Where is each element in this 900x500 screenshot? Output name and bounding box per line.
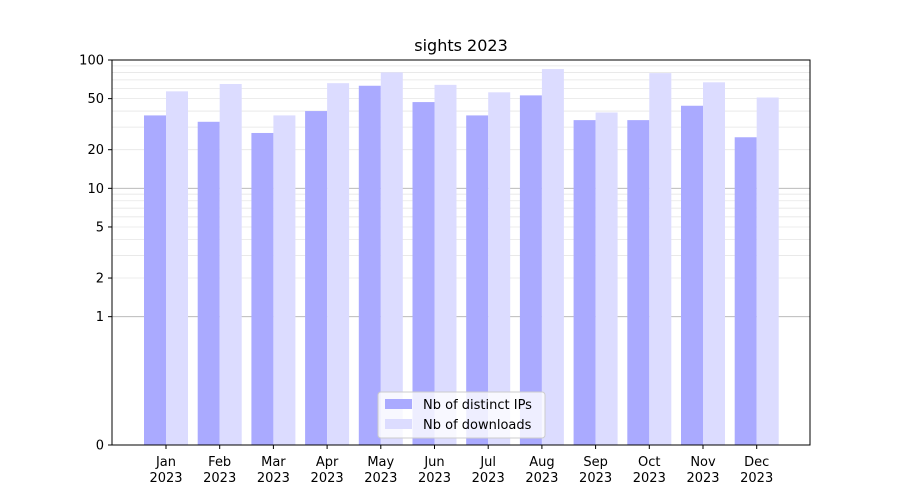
bar-downloads <box>380 72 403 446</box>
y-tick-label: 2 <box>96 272 104 287</box>
bar-distinct-ips <box>251 132 274 446</box>
legend-box <box>377 391 546 439</box>
bar-distinct-ips <box>197 121 220 445</box>
bar-downloads <box>595 112 618 445</box>
legend-swatch <box>385 399 412 409</box>
bar-distinct-ips <box>305 111 328 445</box>
x-tick-label: Oct 2023 <box>633 455 666 486</box>
y-tick-label: 10 <box>87 182 104 197</box>
bar-distinct-ips <box>519 95 542 446</box>
bar-downloads <box>541 69 564 445</box>
bar-distinct-ips <box>734 137 757 446</box>
bar-downloads <box>649 73 672 446</box>
bar-downloads <box>756 97 779 445</box>
x-tick-label: Jun 2023 <box>418 455 451 486</box>
x-tick-label: Jan 2023 <box>149 455 182 486</box>
x-tick-label: Feb 2023 <box>203 455 236 486</box>
bar-distinct-ips <box>358 85 381 446</box>
x-tick-label: Sep 2023 <box>579 455 612 486</box>
bar-distinct-ips <box>627 120 650 446</box>
legend-label: Nb of downloads <box>423 418 532 433</box>
y-tick-label: 20 <box>87 143 104 158</box>
x-tick-label: Nov 2023 <box>686 455 719 486</box>
bar-downloads <box>488 92 511 446</box>
x-tick-label: Aug 2023 <box>525 455 558 486</box>
y-tick-label: 0 <box>96 439 104 454</box>
bar-downloads <box>166 91 188 445</box>
x-axis: Jan 2023 Feb 2023 Mar 2023 Apr 2023 May 2023 Jun 20… <box>149 445 773 486</box>
bar-distinct-ips <box>144 115 166 445</box>
y-tick-label: 100 <box>79 54 104 69</box>
legend-label: Nb of distinct IPs <box>423 398 532 413</box>
x-tick-label: Dec 2023 <box>740 455 773 486</box>
bar-distinct-ips <box>681 105 703 446</box>
bar-downloads <box>327 83 350 445</box>
x-tick-label: Jul 2023 <box>472 455 505 486</box>
bars <box>144 69 779 446</box>
chart-title: sights 2023 <box>414 36 508 55</box>
bar-downloads <box>219 84 242 445</box>
bar-downloads <box>434 84 457 446</box>
y-tick-label: 50 <box>87 92 104 107</box>
bar-downloads <box>273 115 296 445</box>
x-tick-label: May 2023 <box>364 455 397 486</box>
y-tick-label: 5 <box>96 220 104 235</box>
x-tick-label: Apr 2023 <box>311 455 344 486</box>
y-tick-label: 1 <box>96 310 104 325</box>
bar-distinct-ips <box>573 120 596 446</box>
bar-distinct-ips <box>412 102 435 445</box>
legend: Nb of distinct IPs Nb of downloads <box>377 391 546 439</box>
plot-frame <box>111 59 811 446</box>
y-axis: 0 1 2 5 10 20 50 100 <box>79 54 112 454</box>
bar-downloads <box>703 82 725 445</box>
x-tick-label: Mar 2023 <box>257 455 290 486</box>
bar-distinct-ips <box>466 115 489 445</box>
legend-swatch <box>385 419 412 429</box>
